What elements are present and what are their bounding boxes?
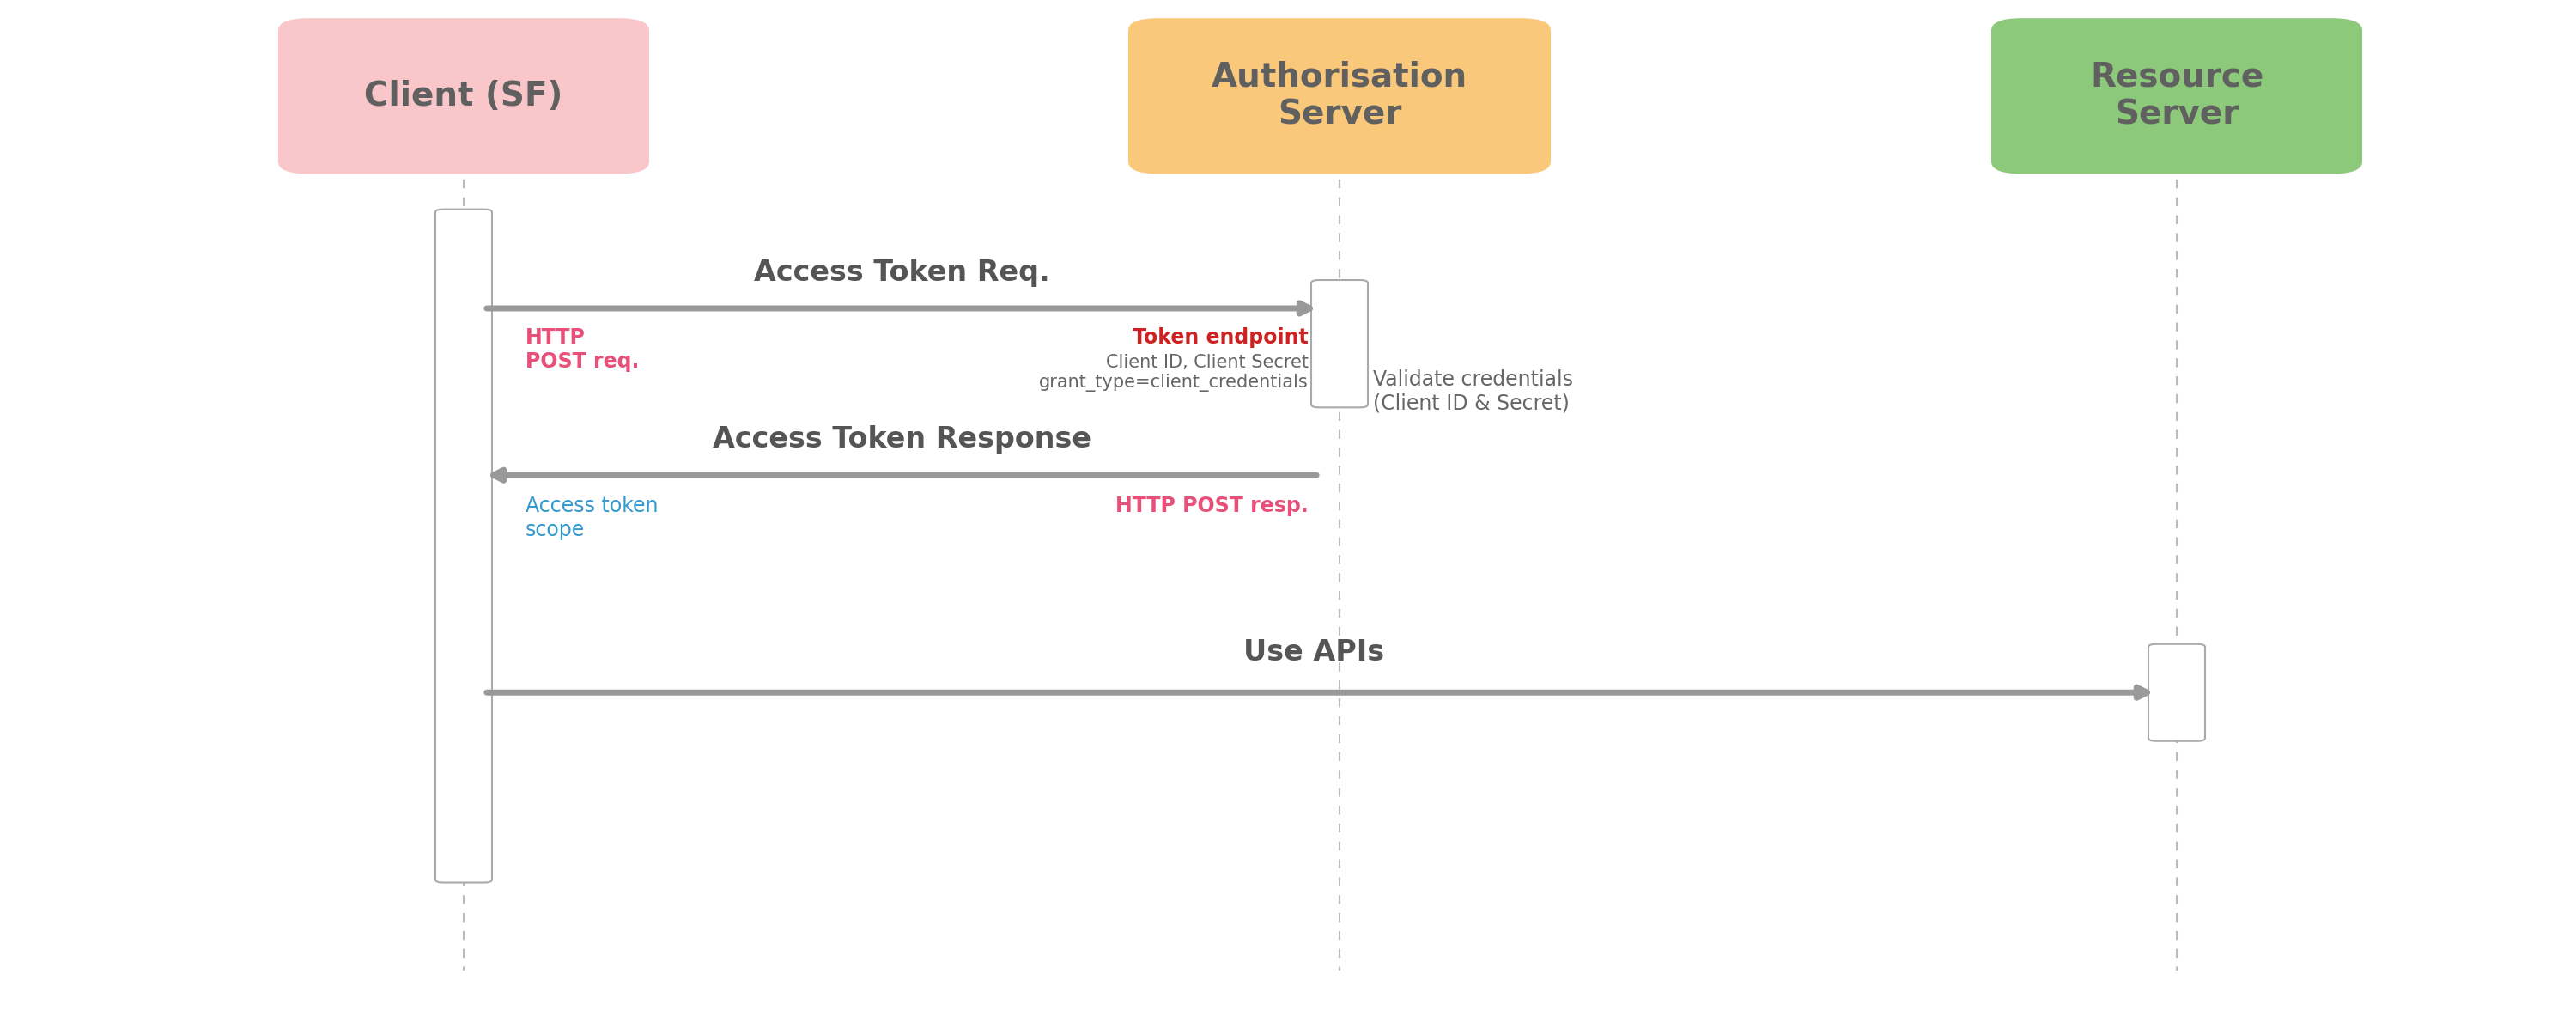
FancyBboxPatch shape <box>2148 644 2205 741</box>
FancyBboxPatch shape <box>1128 18 1551 174</box>
Text: Access Token Response: Access Token Response <box>711 426 1092 454</box>
Text: Access Token Req.: Access Token Req. <box>755 259 1048 287</box>
Text: Client (SF): Client (SF) <box>363 80 564 112</box>
FancyBboxPatch shape <box>435 209 492 883</box>
Text: Access token
scope: Access token scope <box>526 495 659 540</box>
FancyBboxPatch shape <box>1311 280 1368 407</box>
Text: Token endpoint: Token endpoint <box>1133 328 1309 348</box>
FancyBboxPatch shape <box>1991 18 2362 174</box>
FancyBboxPatch shape <box>278 18 649 174</box>
Text: Use APIs: Use APIs <box>1244 638 1383 666</box>
Text: HTTP
POST req.: HTTP POST req. <box>526 328 639 372</box>
Text: Client ID, Client Secret
grant_type=client_credentials: Client ID, Client Secret grant_type=clie… <box>1038 354 1309 392</box>
Text: Resource
Server: Resource Server <box>2089 61 2264 131</box>
Text: Authorisation
Server: Authorisation Server <box>1211 61 1468 131</box>
Text: Validate credentials
(Client ID & Secret): Validate credentials (Client ID & Secret… <box>1373 369 1574 413</box>
Text: HTTP POST resp.: HTTP POST resp. <box>1115 495 1309 516</box>
